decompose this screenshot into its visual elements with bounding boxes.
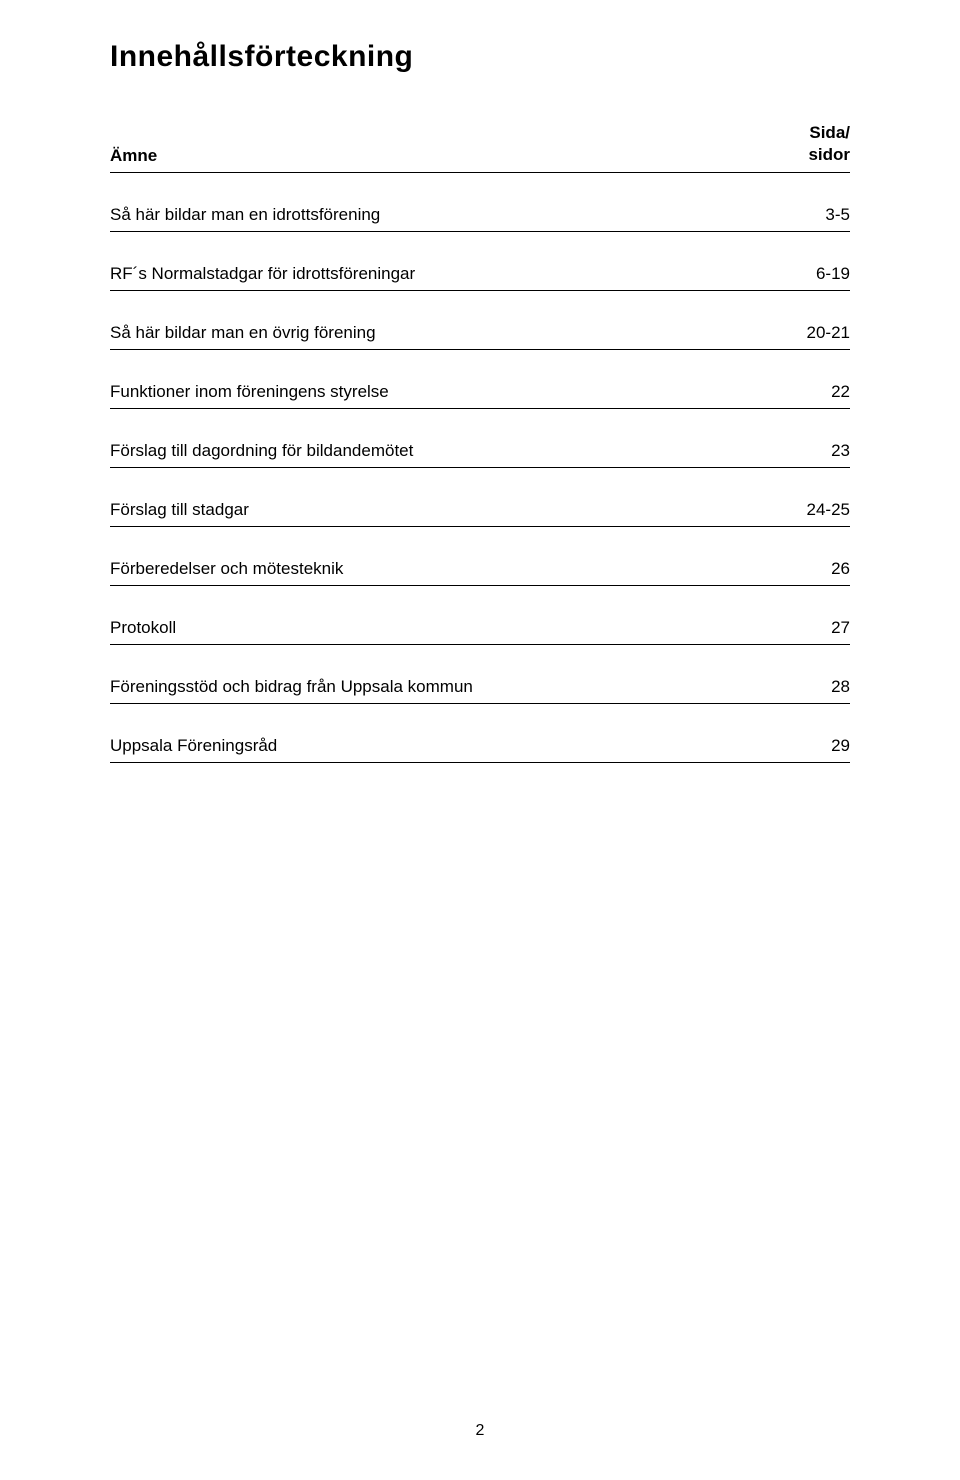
- header-right-line2: sidor: [808, 145, 850, 164]
- page-title: Innehållsförteckning: [110, 40, 850, 74]
- toc-page: 23: [811, 441, 850, 461]
- toc-row: RF´s Normalstadgar för idrottsföreningar…: [110, 232, 850, 291]
- toc-row: Funktioner inom föreningens styrelse 22: [110, 350, 850, 409]
- toc-row: Förslag till stadgar 24-25: [110, 468, 850, 527]
- toc-label: Förslag till stadgar: [110, 500, 249, 520]
- header-right: Sida/ sidor: [808, 122, 850, 166]
- toc-label: RF´s Normalstadgar för idrottsföreningar: [110, 264, 415, 284]
- toc-row: Protokoll 27: [110, 586, 850, 645]
- toc-page: 22: [811, 382, 850, 402]
- toc-label: Uppsala Föreningsråd: [110, 736, 277, 756]
- toc-label: Så här bildar man en övrig förening: [110, 323, 376, 343]
- toc-page: 26: [811, 559, 850, 579]
- toc-page: 24-25: [787, 500, 850, 520]
- toc-page: 27: [811, 618, 850, 638]
- toc-row: Uppsala Föreningsråd 29: [110, 704, 850, 763]
- page-number: 2: [0, 1422, 960, 1440]
- toc-label: Funktioner inom föreningens styrelse: [110, 382, 389, 402]
- toc-row: Föreningsstöd och bidrag från Uppsala ko…: [110, 645, 850, 704]
- toc-entries: Så här bildar man en idrottsförening 3-5 R…: [110, 173, 850, 763]
- page-container: Innehållsförteckning Ämne Sida/ sidor Så…: [0, 0, 960, 763]
- toc-row: Så här bildar man en idrottsförening 3-5: [110, 173, 850, 232]
- toc-row: Förslag till dagordning för bildandemöte…: [110, 409, 850, 468]
- toc-page: 3-5: [805, 205, 850, 225]
- toc-row: Förberedelser och mötesteknik 26: [110, 527, 850, 586]
- header-right-line1: Sida/: [809, 123, 850, 142]
- toc-page: 29: [811, 736, 850, 756]
- toc-label: Protokoll: [110, 618, 176, 638]
- toc-label: Föreningsstöd och bidrag från Uppsala ko…: [110, 677, 473, 697]
- toc-page: 6-19: [796, 264, 850, 284]
- toc-header: Ämne Sida/ sidor: [110, 122, 850, 173]
- toc-label: Förberedelser och mötesteknik: [110, 559, 343, 579]
- toc-page: 20-21: [787, 323, 850, 343]
- toc-row: Så här bildar man en övrig förening 20-21: [110, 291, 850, 350]
- header-left: Ämne: [110, 146, 157, 166]
- toc-label: Förslag till dagordning för bildandemöte…: [110, 441, 413, 461]
- toc-label: Så här bildar man en idrottsförening: [110, 205, 380, 225]
- toc-page: 28: [811, 677, 850, 697]
